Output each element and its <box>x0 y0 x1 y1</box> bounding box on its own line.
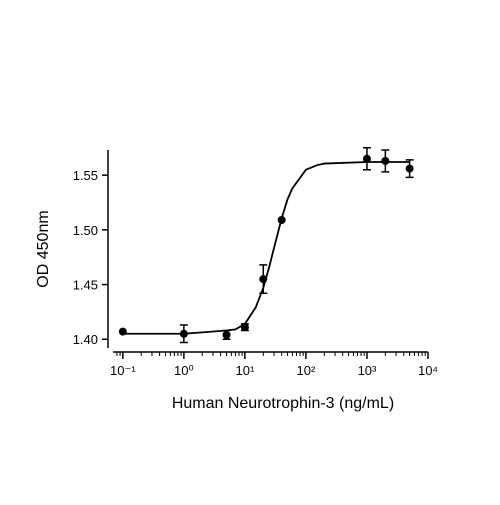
x-tick-label: 10¹ <box>236 363 255 378</box>
x-tick-label: 10³ <box>358 363 377 378</box>
data-point <box>405 164 414 173</box>
y-tick-label: 1.50 <box>73 223 98 238</box>
y-tick-label: 1.40 <box>73 332 98 347</box>
data-point <box>222 330 231 339</box>
x-tick-label: 10⁴ <box>418 363 438 378</box>
data-point <box>277 216 286 225</box>
data-point <box>240 323 249 332</box>
data-point <box>362 154 371 163</box>
y-axis-label: OD 450nm <box>35 210 52 287</box>
data-point <box>259 275 268 284</box>
y-tick-label: 1.45 <box>73 278 98 293</box>
fit-curve <box>122 161 410 335</box>
x-axis-label: Human Neurotrophin-3 (ng/mL) <box>172 395 394 412</box>
x-tick-label: 10² <box>297 363 316 378</box>
data-point <box>118 327 127 336</box>
data-point <box>381 156 390 165</box>
y-tick-label: 1.55 <box>73 168 98 183</box>
data-point <box>179 329 188 338</box>
x-tick-label: 10⁰ <box>174 363 194 378</box>
x-tick-label: 10⁻¹ <box>110 363 136 378</box>
